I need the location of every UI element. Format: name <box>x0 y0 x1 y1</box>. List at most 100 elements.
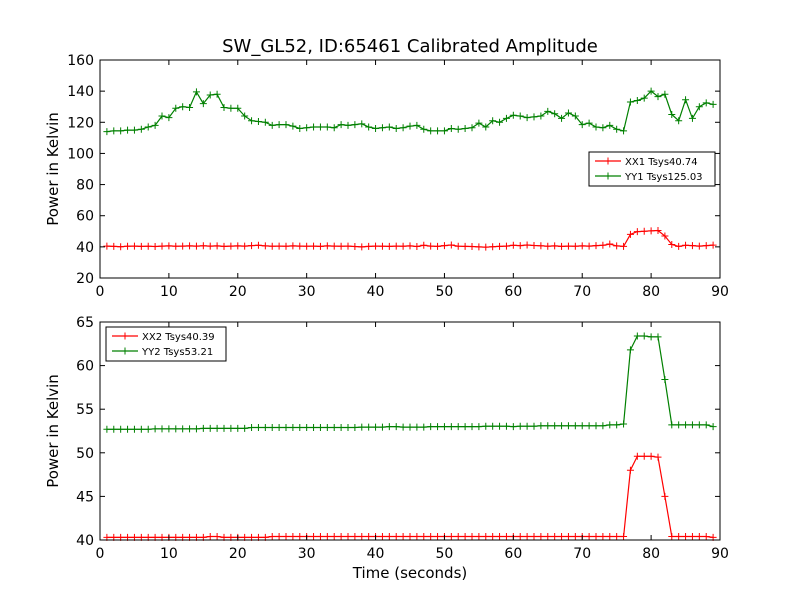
data-point <box>310 533 318 541</box>
data-point <box>385 242 393 250</box>
data-point <box>502 242 510 250</box>
data-point <box>640 94 648 102</box>
x-tick-label: 0 <box>96 284 105 300</box>
data-point <box>482 123 490 131</box>
data-point <box>144 242 152 250</box>
data-point <box>130 425 138 433</box>
data-point <box>544 107 552 115</box>
legend-label: XX2 Tsys40.39 <box>142 332 215 343</box>
data-point <box>130 242 138 250</box>
data-point <box>613 421 621 429</box>
data-point <box>261 242 269 250</box>
x-tick-label: 20 <box>229 546 247 562</box>
data-point <box>640 452 648 460</box>
data-point <box>186 103 194 111</box>
data-point <box>688 421 696 429</box>
data-point <box>654 453 662 461</box>
data-point <box>585 533 593 541</box>
data-point <box>564 533 572 541</box>
data-point <box>447 423 455 431</box>
data-point <box>234 104 242 112</box>
x-tick-label: 20 <box>229 284 247 300</box>
data-point <box>702 242 710 250</box>
data-point <box>234 242 242 250</box>
data-point <box>613 125 621 133</box>
data-point <box>303 242 311 250</box>
data-point <box>358 120 366 128</box>
legend-marker <box>121 347 129 355</box>
data-point <box>117 425 125 433</box>
data-point <box>110 242 118 250</box>
data-point <box>523 533 531 541</box>
data-point <box>351 533 359 541</box>
data-point <box>254 118 262 126</box>
data-point <box>688 242 696 250</box>
data-point <box>199 100 207 108</box>
data-point <box>482 533 490 541</box>
data-point <box>337 533 345 541</box>
data-point <box>234 424 242 432</box>
data-point <box>206 91 214 99</box>
x-tick-label: 40 <box>367 284 385 300</box>
data-point <box>661 492 669 500</box>
data-point <box>509 111 517 119</box>
data-point <box>220 103 228 111</box>
data-point <box>585 422 593 430</box>
data-point <box>392 423 400 431</box>
data-point <box>530 422 538 430</box>
data-point <box>385 533 393 541</box>
data-point <box>344 121 352 129</box>
data-point <box>103 425 111 433</box>
data-point <box>427 423 435 431</box>
data-point <box>316 533 324 541</box>
data-point <box>144 425 152 433</box>
data-point <box>179 103 187 111</box>
data-point <box>296 533 304 541</box>
data-point <box>523 241 531 249</box>
data-point <box>192 242 200 250</box>
x-tick-label: 70 <box>573 546 591 562</box>
data-point <box>434 533 442 541</box>
data-point <box>682 533 690 541</box>
data-point <box>372 125 380 133</box>
data-point <box>489 533 497 541</box>
data-point <box>296 424 304 432</box>
data-point <box>468 243 476 251</box>
data-point <box>158 242 166 250</box>
data-point <box>241 242 249 250</box>
data-point <box>620 420 628 428</box>
data-point <box>709 423 717 431</box>
data-point <box>172 425 180 433</box>
x-tick-label: 90 <box>711 546 729 562</box>
data-point <box>124 425 132 433</box>
data-point <box>654 93 662 101</box>
data-point <box>427 533 435 541</box>
data-point <box>330 424 338 432</box>
data-point <box>179 425 187 433</box>
data-point <box>702 99 710 107</box>
y-tick-label: 50 <box>76 446 94 462</box>
data-point <box>268 242 276 250</box>
data-point <box>509 423 517 431</box>
y-axis-label: Power in Kelvin <box>44 112 62 226</box>
data-point <box>571 422 579 430</box>
data-point <box>420 533 428 541</box>
data-point <box>682 96 690 104</box>
data-point <box>330 533 338 541</box>
x-tick-label: 10 <box>160 284 178 300</box>
data-point <box>516 422 524 430</box>
data-point <box>282 121 290 129</box>
data-point <box>502 533 510 541</box>
x-tick-label: 40 <box>367 546 385 562</box>
data-point <box>289 122 297 130</box>
data-point <box>365 123 373 131</box>
data-point <box>420 423 428 431</box>
data-point <box>137 242 145 250</box>
legend-marker <box>604 172 612 180</box>
data-point <box>675 421 683 429</box>
x-axis-label: Time (seconds) <box>352 564 468 582</box>
data-point <box>323 533 331 541</box>
data-point <box>275 121 283 129</box>
